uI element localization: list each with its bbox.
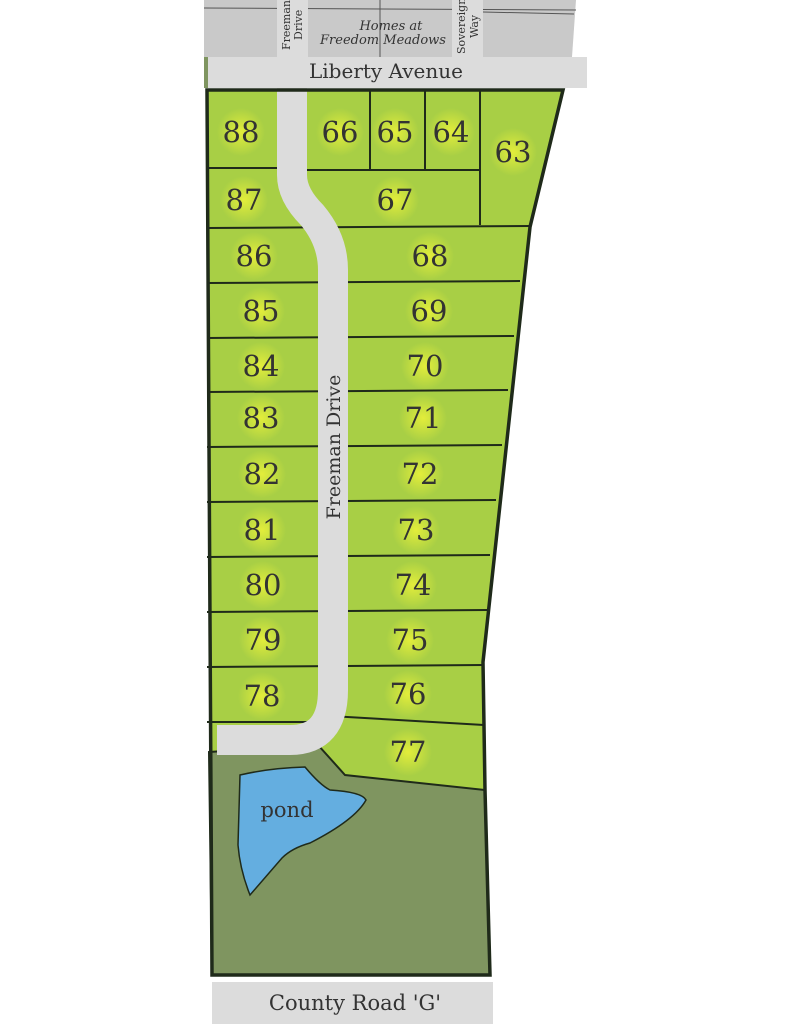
lot-glow xyxy=(401,342,449,390)
lot-85[interactable]: 85 xyxy=(243,294,280,328)
lot-glow xyxy=(405,287,453,335)
lot-glow xyxy=(239,561,287,609)
lot-line xyxy=(206,225,531,229)
liberty-avenue-road xyxy=(207,57,587,88)
lot-glow xyxy=(238,506,286,554)
lot-line xyxy=(206,280,521,284)
lot-88[interactable]: 88 xyxy=(223,115,260,149)
neighbor-area: Homes at Freedom Meadows Freeman Drive S… xyxy=(203,0,577,57)
lot-74[interactable]: 74 xyxy=(395,568,432,602)
lot-glow xyxy=(220,176,268,224)
lot-glow xyxy=(384,670,432,718)
lot-79[interactable]: 79 xyxy=(245,623,282,657)
lot-glow xyxy=(239,616,287,664)
lot-glow xyxy=(371,176,419,224)
lot-87[interactable]: 87 xyxy=(226,183,263,217)
lot-64[interactable]: 64 xyxy=(433,115,470,149)
neighbor-label: Homes at Freedom Meadows xyxy=(319,19,446,48)
lot-glow xyxy=(237,287,285,335)
lot-80[interactable]: 80 xyxy=(245,568,282,602)
liberty-avenue-label: Liberty Avenue xyxy=(309,59,463,83)
lot-glow xyxy=(316,108,364,156)
north-freeman-drive-road xyxy=(277,0,308,57)
lot-glow xyxy=(489,128,537,176)
lot-73[interactable]: 73 xyxy=(398,513,435,547)
lot-83[interactable]: 83 xyxy=(243,401,280,435)
sovereign-way-label: Sovereign xyxy=(455,0,468,54)
county-road-label: County Road 'G' xyxy=(269,991,441,1015)
lot-glow xyxy=(392,506,440,554)
lot-glow xyxy=(237,342,285,390)
lot-glow xyxy=(237,394,285,442)
lot-line xyxy=(329,715,485,726)
lot-77[interactable]: 77 xyxy=(390,735,427,769)
lot-glow xyxy=(384,728,432,776)
lot-86[interactable]: 86 xyxy=(236,239,273,273)
lot-glow xyxy=(371,108,419,156)
sovereign-way-road xyxy=(452,0,483,57)
lot-glow xyxy=(406,232,454,280)
lot-line xyxy=(206,554,491,558)
pond-label: pond xyxy=(260,798,313,822)
lot-line xyxy=(206,444,503,448)
lot-glow xyxy=(389,561,437,609)
lot-70[interactable]: 70 xyxy=(407,349,444,383)
sovereign-way-label-2: Way xyxy=(468,14,481,38)
lot-63[interactable]: 63 xyxy=(495,135,532,169)
lot-glow xyxy=(386,616,434,664)
lot-84[interactable]: 84 xyxy=(243,349,280,383)
lot-65[interactable]: 65 xyxy=(377,115,414,149)
lot-71[interactable]: 71 xyxy=(405,401,442,435)
lot-glow xyxy=(238,672,286,720)
lot-line xyxy=(206,499,497,503)
lot-glow xyxy=(399,394,447,442)
lot-72[interactable]: 72 xyxy=(402,457,439,491)
lot-66[interactable]: 66 xyxy=(322,115,359,149)
lot-glow xyxy=(238,450,286,498)
lot-81[interactable]: 81 xyxy=(244,513,281,547)
pond xyxy=(237,766,367,897)
lot-glow xyxy=(217,108,265,156)
lot-69[interactable]: 69 xyxy=(411,294,448,328)
freeman-drive-label: Freeman Drive xyxy=(323,375,345,520)
lot-line xyxy=(206,389,509,393)
north-freeman-drive-label: Freeman xyxy=(280,0,293,50)
lot-67[interactable]: 67 xyxy=(377,183,414,217)
lot-68[interactable]: 68 xyxy=(412,239,449,273)
lot-glow xyxy=(230,232,278,280)
lot-76[interactable]: 76 xyxy=(390,677,427,711)
lot-82[interactable]: 82 xyxy=(244,457,281,491)
lot-78[interactable]: 78 xyxy=(244,679,281,713)
county-road-g xyxy=(212,982,493,1024)
freeman-drive-road xyxy=(217,88,348,755)
lot-glow xyxy=(427,108,475,156)
lot-75[interactable]: 75 xyxy=(392,623,429,657)
north-freeman-drive-label-2: Drive xyxy=(292,10,305,40)
lot-glow xyxy=(396,450,444,498)
lot-line xyxy=(206,335,515,339)
